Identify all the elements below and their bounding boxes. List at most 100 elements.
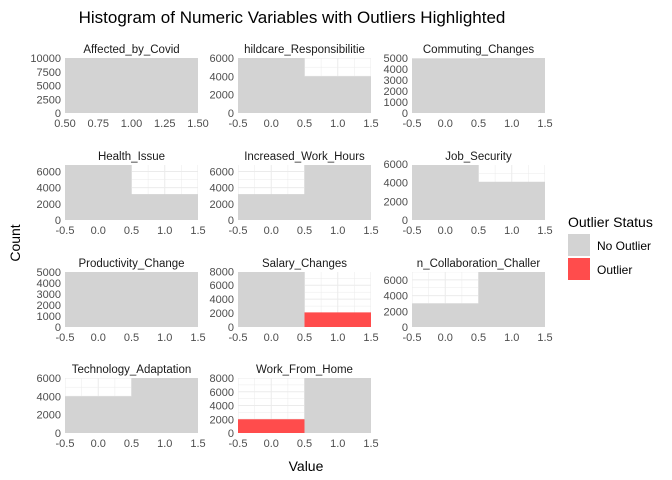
- y-tick-label: 4000: [210, 71, 234, 83]
- x-tick-label: -0.5: [229, 332, 248, 344]
- y-tick-label: 2000: [210, 199, 234, 211]
- y-tick-label: 6000: [210, 53, 234, 65]
- x-tick-label: 1.5: [190, 438, 205, 450]
- x-tick-label: 1.0: [504, 225, 519, 237]
- x-tick-label: 1.5: [190, 225, 205, 237]
- x-tick-label: -0.5: [229, 225, 248, 237]
- x-tick-label: 1.5: [363, 118, 378, 130]
- histogram-bar: [478, 272, 545, 327]
- y-tick-label: 2000: [37, 410, 61, 422]
- x-tick-label: 1.5: [537, 118, 552, 130]
- legend-swatch-no-outlier: [568, 234, 590, 256]
- y-tick-label: 5000: [384, 53, 408, 65]
- legend-label-outlier: Outlier: [597, 263, 632, 277]
- histogram-bar: [65, 396, 132, 433]
- facet-panel: Health_Issue 0 2000 4000 6000 -0.5 0.0 0.5 1.0 1.…: [37, 151, 206, 237]
- facet-strip-label: Affected_by_Covid: [83, 44, 179, 56]
- x-tick-label: 1.0: [330, 438, 345, 450]
- facet-strip-label: n_Collaboration_Challer: [417, 258, 541, 270]
- y-tick-label: 6000: [37, 373, 61, 385]
- x-tick-label: 1.0: [157, 225, 172, 237]
- x-tick-label: 0.5: [124, 225, 139, 237]
- y-axis-label: Count: [7, 224, 23, 261]
- histogram-bar-outlier: [238, 419, 305, 433]
- x-tick-label: 1.5: [363, 438, 378, 450]
- panel-plot-area: [65, 272, 198, 327]
- x-tick-label: 1.0: [504, 332, 519, 344]
- x-tick-label: -0.5: [403, 332, 422, 344]
- y-tick-label: 2000: [210, 308, 234, 320]
- x-tick-label: 1.5: [190, 332, 205, 344]
- x-axis-label: Value: [289, 458, 324, 474]
- x-tick-label: 0.0: [264, 118, 279, 130]
- histogram-bar: [65, 58, 198, 113]
- y-tick-label: 2000: [384, 196, 408, 208]
- y-tick-label: 6000: [210, 387, 234, 399]
- x-tick-label: 0.5: [297, 225, 312, 237]
- y-tick-label: 6000: [210, 166, 234, 178]
- x-tick-label: -0.5: [403, 118, 422, 130]
- panel-plot-area: [238, 378, 371, 433]
- y-tick-label: 2500: [37, 94, 61, 106]
- x-tick-label: 1.0: [157, 438, 172, 450]
- y-tick-label: 5000: [37, 267, 61, 279]
- x-tick-label: 0.0: [438, 332, 453, 344]
- x-tick-label: 0.0: [438, 225, 453, 237]
- y-tick-label: 10000: [30, 53, 61, 65]
- y-tick-label: 6000: [210, 280, 234, 292]
- y-tick-label: 0: [55, 215, 61, 227]
- y-tick-label: 1000: [384, 97, 408, 109]
- histogram-bar: [131, 194, 198, 220]
- histogram-bar: [304, 378, 371, 433]
- panel-plot-area: [412, 272, 545, 327]
- y-tick-label: 6000: [384, 159, 408, 171]
- x-tick-label: 1.0: [330, 332, 345, 344]
- histogram-bar: [238, 272, 305, 327]
- x-tick-label: -0.5: [403, 225, 422, 237]
- y-tick-label: 4000: [210, 294, 234, 306]
- histogram-bar: [412, 165, 479, 220]
- y-tick-label: 5000: [37, 81, 61, 93]
- facet-panel: Salary_Changes 0 2000 4000 6000 8000 -0.5 0.0 0.…: [210, 258, 379, 344]
- x-tick-label: 0.5: [471, 118, 486, 130]
- facet-strip-label: Work_From_Home: [256, 364, 353, 376]
- x-tick-label: 0.5: [297, 332, 312, 344]
- x-tick-label: 0.0: [438, 118, 453, 130]
- histogram-bar: [238, 194, 305, 220]
- y-tick-label: 4000: [37, 183, 61, 195]
- y-tick-label: 4000: [37, 278, 61, 290]
- y-tick-label: 4000: [37, 391, 61, 403]
- x-tick-label: 1.5: [363, 332, 378, 344]
- x-tick-label: -0.5: [229, 438, 248, 450]
- facet-panel: Increased_Work_Hours 0 2000 4000 6000 -0.5 0.0…: [210, 151, 379, 237]
- x-tick-label: 1.50: [187, 118, 208, 130]
- y-tick-label: 4000: [210, 183, 234, 195]
- histogram-bar: [412, 58, 479, 113]
- y-tick-label: 0: [402, 322, 408, 334]
- histogram-bar: [65, 165, 132, 220]
- x-tick-label: 1.5: [537, 225, 552, 237]
- x-tick-label: 0.0: [264, 225, 279, 237]
- x-tick-label: 1.5: [363, 225, 378, 237]
- y-tick-label: 1000: [37, 311, 61, 323]
- panel-plot-area: [412, 165, 545, 220]
- x-tick-label: 0.75: [88, 118, 109, 130]
- y-tick-label: 2000: [37, 300, 61, 312]
- histogram-bar: [478, 181, 545, 220]
- x-tick-label: 0.0: [91, 225, 106, 237]
- histogram-bar: [131, 272, 198, 327]
- y-tick-label: 6000: [37, 166, 61, 178]
- x-tick-label: 0.0: [264, 332, 279, 344]
- x-tick-label: -0.5: [56, 225, 75, 237]
- facet-strip-label: Productivity_Change: [78, 258, 184, 270]
- x-tick-label: 1.0: [330, 118, 345, 130]
- y-tick-label: 8000: [210, 266, 234, 278]
- x-tick-label: 0.50: [54, 118, 75, 130]
- x-tick-label: -0.5: [56, 332, 75, 344]
- x-tick-label: 1.00: [121, 118, 142, 130]
- histogram-bar: [65, 272, 132, 327]
- panel-plot-area: [238, 165, 371, 220]
- panel-plot-area: [238, 58, 371, 113]
